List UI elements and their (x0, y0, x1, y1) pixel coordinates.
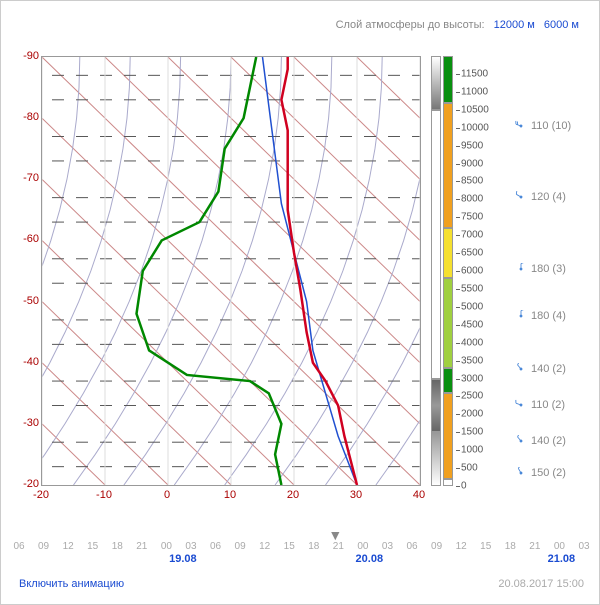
altitude-label: 7500 (461, 212, 483, 223)
timeline-hour: 03 (382, 541, 393, 552)
timeline-hour: 18 (308, 541, 319, 552)
timeline-hour: 09 (38, 541, 49, 552)
timeline-day[interactable]: 19.08 (169, 553, 197, 565)
altitude-label: 2500 (461, 391, 483, 402)
layer-label: Слой атмосферы до высоты: (336, 19, 485, 31)
timeline-hour: 03 (578, 541, 589, 552)
timeline: 0609121518210003060912151821000306091215… (19, 541, 584, 571)
altitude-label: 1500 (461, 427, 483, 438)
wind-label: 140 (2) (531, 435, 566, 447)
skewt-chart (41, 56, 421, 486)
layer-12000-link[interactable]: 12000 м (494, 19, 535, 31)
y-tick: -30 (23, 417, 39, 429)
altitude-label: 9500 (461, 140, 483, 151)
altitude-label: 4500 (461, 319, 483, 330)
x-tick: 40 (413, 489, 425, 501)
altitude-label: 10500 (461, 104, 489, 115)
wind-column: 110 (10) 120 (4) 180 (3) 180 (4) 140 (2) (511, 56, 591, 486)
wind-barb-item: 110 (2) (511, 399, 591, 411)
y-tick: -50 (23, 295, 39, 307)
altitude-label: 4000 (461, 337, 483, 348)
header-layer-selector: Слой атмосферы до высоты: 12000 м 6000 м (336, 19, 579, 31)
timeline-hour: 09 (235, 541, 246, 552)
timeline-hour: 15 (87, 541, 98, 552)
altitude-label: 9000 (461, 158, 483, 169)
timeline-hour: 21 (136, 541, 147, 552)
wind-label: 140 (2) (531, 363, 566, 375)
y-tick: -90 (23, 50, 39, 62)
altitude-label: 0 (461, 481, 467, 492)
wind-label: 150 (2) (531, 467, 566, 479)
altitude-label: 8000 (461, 194, 483, 205)
timeline-hour: 18 (505, 541, 516, 552)
timeline-hour: 15 (284, 541, 295, 552)
altitude-label: 11500 (461, 68, 488, 79)
altitude-label: 1000 (461, 445, 483, 456)
altitude-bar (431, 56, 455, 486)
timeline-hour: 06 (13, 541, 24, 552)
timeline-hour: 21 (333, 541, 344, 552)
altitude-label: 5000 (461, 301, 483, 312)
wind-barb-item: 180 (4) (511, 310, 591, 322)
x-tick: -10 (96, 489, 112, 501)
timeline-hour: 00 (161, 541, 172, 552)
y-axis: -90-80-70-60-50-40-30-20 (15, 56, 39, 486)
x-tick: -20 (33, 489, 49, 501)
altitude-label: 5500 (461, 283, 483, 294)
altitude-label: 10000 (461, 122, 489, 133)
footer: Включить анимацию 20.08.2017 15:00 (19, 578, 584, 590)
wind-label: 110 (2) (531, 399, 565, 411)
timestamp: 20.08.2017 15:00 (498, 578, 584, 590)
timeline-hour: 15 (480, 541, 491, 552)
x-tick: 30 (350, 489, 362, 501)
timeline-hour: 03 (185, 541, 196, 552)
layer-6000-link[interactable]: 6000 м (544, 19, 579, 31)
x-tick: 10 (224, 489, 236, 501)
altitude-label: 6000 (461, 266, 483, 277)
altitude-label: 8500 (461, 176, 483, 187)
altitude-label: 2000 (461, 409, 483, 420)
x-tick: 20 (287, 489, 299, 501)
wind-label: 120 (4) (531, 191, 566, 203)
timeline-hour: 09 (431, 541, 442, 552)
y-tick: -60 (23, 233, 39, 245)
y-tick: -40 (23, 356, 39, 368)
x-axis: -20-10010203040 (41, 489, 421, 503)
wind-barb-item: 140 (2) (511, 363, 591, 375)
animate-link[interactable]: Включить анимацию (19, 578, 124, 590)
altitude-label: 11000 (461, 86, 488, 97)
timeline-hour: 12 (259, 541, 270, 552)
y-tick: -70 (23, 172, 39, 184)
timeline-hour: 00 (554, 541, 565, 552)
wind-barb-item: 120 (4) (511, 191, 591, 203)
timeline-day[interactable]: 20.08 (356, 553, 384, 565)
altitude-label: 3500 (461, 355, 483, 366)
x-tick: 0 (164, 489, 170, 501)
altitude-label: 7000 (461, 230, 483, 241)
altitude-label: 3000 (461, 373, 483, 384)
timeline-hour: 12 (456, 541, 467, 552)
altitude-labels: 11500 11000 10500 10000 9500 9000 8500 8000 7500… (461, 56, 506, 486)
wind-barb-item: 140 (2) (511, 435, 591, 447)
wind-label: 110 (10) (531, 120, 571, 132)
timeline-day[interactable]: 21.08 (548, 553, 576, 565)
wind-label: 180 (4) (531, 310, 566, 322)
wind-barb-item: 110 (10) (511, 120, 591, 132)
altitude-label: 500 (461, 463, 478, 474)
y-tick: -80 (23, 111, 39, 123)
timeline-hour: 06 (406, 541, 417, 552)
wind-label: 180 (3) (531, 263, 566, 275)
timeline-hour: 12 (63, 541, 74, 552)
altitude-label: 6500 (461, 248, 483, 259)
timeline-hour: 21 (529, 541, 540, 552)
timeline-hour: 06 (210, 541, 221, 552)
wind-barb-item: 150 (2) (511, 467, 591, 479)
wind-barb-item: 180 (3) (511, 263, 591, 275)
timeline-hour: 00 (357, 541, 368, 552)
timeline-hour: 18 (112, 541, 123, 552)
